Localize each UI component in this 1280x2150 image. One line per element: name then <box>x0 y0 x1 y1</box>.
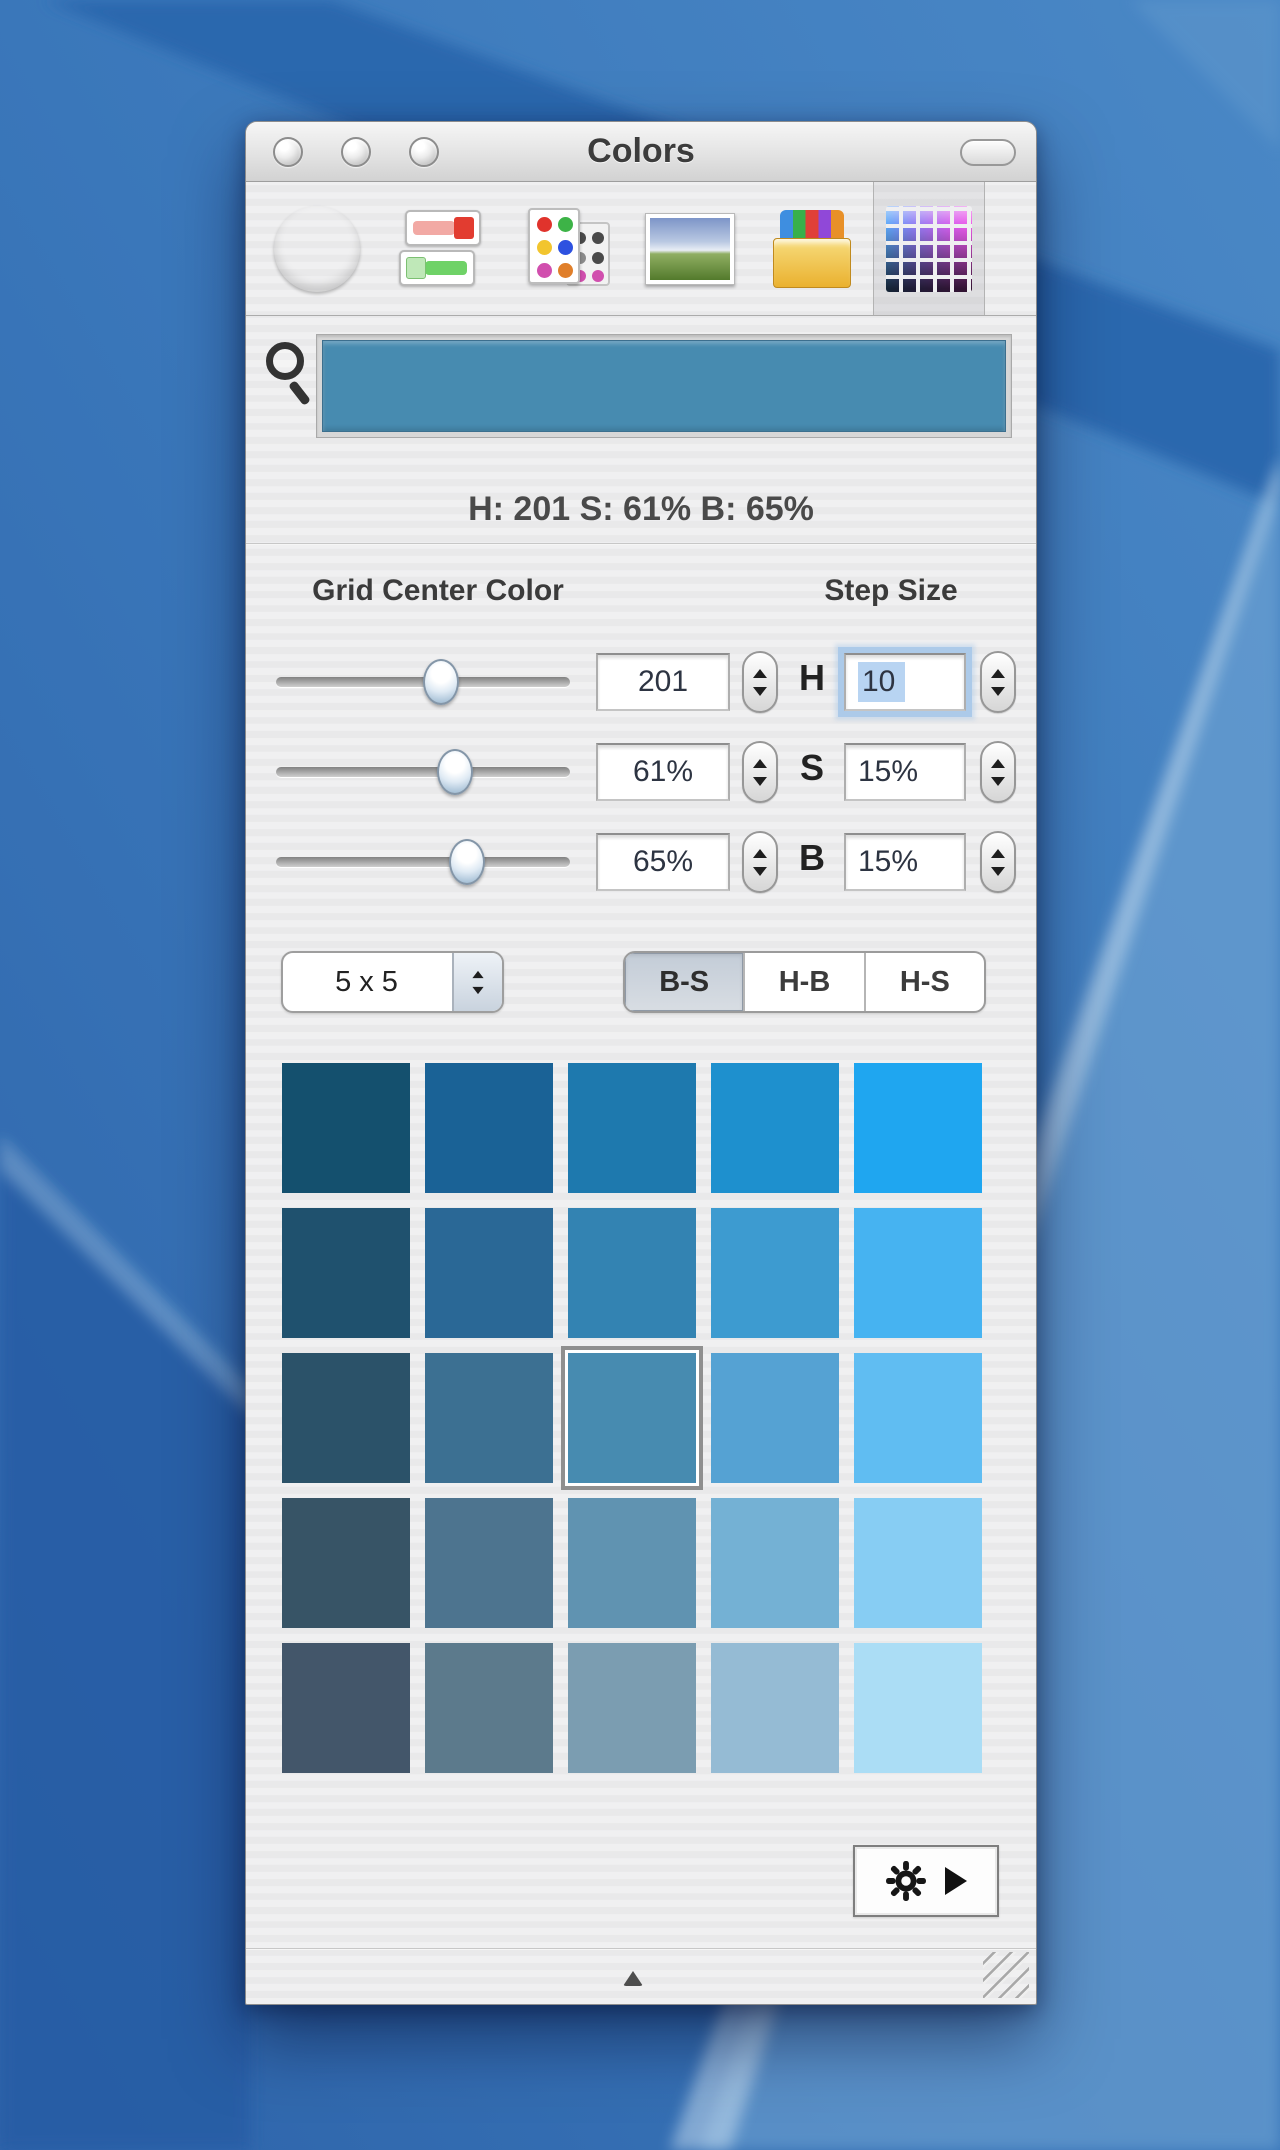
window-title: Colors <box>587 132 695 170</box>
color-grid-cell[interactable] <box>282 1208 410 1338</box>
zoom-button[interactable] <box>409 137 439 167</box>
color-grid-cell[interactable] <box>711 1063 839 1193</box>
color-grid-cell[interactable] <box>425 1063 553 1193</box>
saturation-row: 61% S 15% <box>246 739 1036 805</box>
brightness-slider-thumb[interactable] <box>449 839 486 885</box>
color-wheel-icon <box>274 206 360 292</box>
saturation-step-stepper[interactable] <box>980 741 1016 803</box>
grid-size-value: 5 x 5 <box>335 965 398 998</box>
color-grid-cell[interactable] <box>568 1643 696 1773</box>
disclosure-triangle-icon <box>945 1867 967 1895</box>
brightness-value-field[interactable]: 65% <box>596 833 730 891</box>
hue-value-field[interactable]: 201 <box>596 653 730 711</box>
crayons-icon <box>771 208 853 290</box>
hue-slider-thumb[interactable] <box>422 659 459 705</box>
brightness-letter-label: B <box>799 837 825 878</box>
color-grid-cell[interactable] <box>854 1353 982 1483</box>
segment-b-s[interactable]: B-S <box>625 953 746 1011</box>
color-grid-cell-selected[interactable] <box>561 1346 703 1490</box>
brightness-row: 65% B 15% <box>246 829 1036 895</box>
resize-grip[interactable] <box>983 1952 1029 1998</box>
tab-color-grid[interactable] <box>873 182 985 315</box>
brightness-slider[interactable] <box>276 829 570 895</box>
grid-size-popup[interactable]: 5 x 5 <box>281 951 504 1013</box>
action-menu-button[interactable] <box>853 1845 999 1917</box>
saturation-step-field[interactable]: 15% <box>844 743 966 801</box>
tab-image-palettes[interactable] <box>634 182 746 315</box>
hue-letter-label: H <box>799 657 825 698</box>
color-grid-cell[interactable] <box>854 1208 982 1338</box>
color-grid-cell[interactable] <box>282 1353 410 1483</box>
color-grid-cell[interactable] <box>711 1643 839 1773</box>
color-grid-cell[interactable] <box>568 1208 696 1338</box>
brightness-value-stepper[interactable] <box>742 831 778 893</box>
color-grid-cell[interactable] <box>282 1063 410 1193</box>
segment-h-s[interactable]: H-S <box>899 965 950 998</box>
color-well[interactable] <box>322 340 1006 432</box>
hue-value-stepper[interactable] <box>742 651 778 713</box>
color-grid-cell[interactable] <box>282 1643 410 1773</box>
color-well-frame <box>316 334 1012 438</box>
brightness-step-field[interactable]: 15% <box>844 833 966 891</box>
colors-window: Colors <box>245 121 1037 2005</box>
saturation-value-field[interactable]: 61% <box>596 743 730 801</box>
divider <box>246 543 1036 545</box>
saturation-letter-label: S <box>799 747 824 788</box>
color-grid-cell[interactable] <box>711 1353 839 1483</box>
hue-step-field[interactable]: 10 <box>844 653 966 711</box>
popup-stepper-icon[interactable] <box>452 953 502 1011</box>
brightness-step-stepper[interactable] <box>980 831 1016 893</box>
color-grid-cell[interactable] <box>425 1498 553 1628</box>
color-grid-cell[interactable] <box>854 1063 982 1193</box>
image-palettes-icon <box>645 212 735 285</box>
hue-row: 201 H 10 <box>246 649 1036 715</box>
hue-step-stepper[interactable] <box>980 651 1016 713</box>
color-grid-cell[interactable] <box>568 1498 696 1628</box>
color-grid-cell[interactable] <box>425 1353 553 1483</box>
color-grid-cell[interactable] <box>854 1498 982 1628</box>
color-grid-icon <box>886 205 972 292</box>
color-palettes-icon <box>524 206 610 292</box>
saturation-slider-thumb[interactable] <box>437 749 474 795</box>
color-grid-cell[interactable] <box>425 1643 553 1773</box>
hsb-readout: H: 201 S: 61% B: 65% <box>468 490 814 528</box>
color-grid-cell[interactable] <box>425 1208 553 1338</box>
grid-center-color-label: Grid Center Color <box>312 574 564 607</box>
close-button[interactable] <box>273 137 303 167</box>
color-grid-cell[interactable] <box>568 1063 696 1193</box>
picker-mode-toolbar <box>246 182 1036 316</box>
minimize-button[interactable] <box>341 137 371 167</box>
color-grid-cell[interactable] <box>282 1498 410 1628</box>
color-grid-cell[interactable] <box>711 1498 839 1628</box>
step-size-label: Step Size <box>824 574 958 607</box>
tab-color-wheel[interactable] <box>261 182 373 315</box>
axis-mode-segmented-control: B-S H-B H-S <box>623 951 986 1013</box>
tab-crayons[interactable] <box>756 182 868 315</box>
divider <box>246 1948 1036 1950</box>
saturation-value-stepper[interactable] <box>742 741 778 803</box>
gear-icon <box>886 1861 926 1901</box>
color-sliders-icon <box>399 208 485 290</box>
color-grid-cell[interactable] <box>711 1208 839 1338</box>
hue-slider[interactable] <box>276 649 570 715</box>
color-grid-cell[interactable] <box>854 1643 982 1773</box>
magnifier-icon[interactable] <box>260 340 320 420</box>
drawer-caret-icon[interactable] <box>623 1971 643 1986</box>
titlebar[interactable]: Colors <box>246 122 1036 182</box>
segment-h-b[interactable]: H-B <box>745 953 866 1011</box>
tab-color-palettes[interactable] <box>511 182 623 315</box>
tab-color-sliders[interactable] <box>386 182 498 315</box>
saturation-slider[interactable] <box>276 739 570 805</box>
toolbar-toggle-pill[interactable] <box>960 139 1016 166</box>
